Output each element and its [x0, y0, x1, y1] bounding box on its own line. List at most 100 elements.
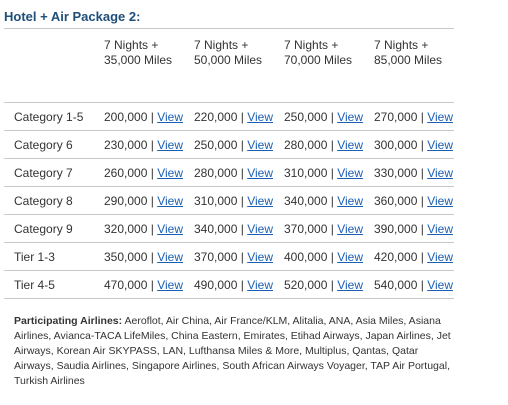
miles-cell: 200,000 | View	[94, 103, 184, 131]
miles-value: 330,000	[374, 165, 418, 180]
view-link[interactable]: View	[247, 165, 273, 180]
miles-cell: 370,000 | View	[184, 243, 274, 271]
column-header: 7 Nights +50,000 Miles	[194, 38, 263, 67]
miles-cell: 290,000 | View	[94, 187, 184, 215]
miles-cell: 400,000 | View	[274, 243, 364, 271]
miles-value: 200,000	[104, 109, 148, 124]
miles-value: 230,000	[104, 137, 148, 152]
view-link[interactable]: View	[337, 193, 363, 208]
page-title: Hotel + Air Package 2:	[4, 9, 141, 24]
separator: |	[240, 109, 244, 124]
miles-cell: 490,000 | View	[184, 271, 274, 299]
miles-cell: 250,000 | View	[274, 103, 364, 131]
airlines-label: Participating Airlines:	[14, 315, 123, 327]
separator: |	[150, 137, 154, 152]
miles-cell: 300,000 | View	[364, 131, 454, 159]
row-label: Category 8	[14, 193, 73, 208]
miles-cell: 250,000 | View	[184, 131, 274, 159]
miles-value: 400,000	[284, 249, 328, 264]
table-row: Category 6 230,000 | View 250,000 | View 28…	[4, 130, 454, 159]
row-label: Category 1-5	[14, 109, 84, 124]
separator: |	[150, 277, 154, 292]
view-link[interactable]: View	[337, 137, 363, 152]
view-link[interactable]: View	[157, 193, 183, 208]
view-link[interactable]: View	[427, 249, 453, 264]
miles-value: 390,000	[374, 221, 418, 236]
separator: |	[330, 137, 334, 152]
view-link[interactable]: View	[157, 109, 183, 124]
miles-cell: 340,000 | View	[184, 215, 274, 243]
row-label: Category 6	[14, 137, 73, 152]
miles-cell: 280,000 | View	[274, 131, 364, 159]
view-link[interactable]: View	[337, 109, 363, 124]
separator: |	[330, 193, 334, 208]
row-label: Tier 1-3	[14, 249, 55, 264]
separator: |	[330, 165, 334, 180]
view-link[interactable]: View	[157, 249, 183, 264]
miles-value: 250,000	[284, 109, 328, 124]
view-link[interactable]: View	[427, 277, 453, 292]
view-link[interactable]: View	[337, 221, 363, 236]
table-row: Category 7 260,000 | View 280,000 | View 31…	[4, 158, 454, 187]
table-row: Category 1-5 200,000 | View 220,000 | View…	[4, 102, 454, 131]
view-link[interactable]: View	[337, 165, 363, 180]
miles-cell: 310,000 | View	[274, 159, 364, 187]
view-link[interactable]: View	[247, 221, 273, 236]
separator: |	[330, 277, 334, 292]
view-link[interactable]: View	[427, 165, 453, 180]
view-link[interactable]: View	[157, 137, 183, 152]
miles-value: 340,000	[194, 221, 238, 236]
separator: |	[150, 193, 154, 208]
separator: |	[420, 165, 424, 180]
separator: |	[240, 137, 244, 152]
miles-value: 540,000	[374, 277, 418, 292]
miles-value: 310,000	[284, 165, 328, 180]
miles-cell: 470,000 | View	[94, 271, 184, 299]
view-link[interactable]: View	[427, 193, 453, 208]
separator: |	[420, 249, 424, 264]
package-table: 7 Nights +35,000 Miles 7 Nights +50,000 …	[4, 28, 454, 299]
miles-cell: 220,000 | View	[184, 103, 274, 131]
view-link[interactable]: View	[427, 221, 453, 236]
separator: |	[240, 277, 244, 292]
separator: |	[330, 221, 334, 236]
table-body: Category 1-5 200,000 | View 220,000 | View…	[4, 102, 454, 299]
view-link[interactable]: View	[247, 249, 273, 264]
view-link[interactable]: View	[157, 165, 183, 180]
table-row: Tier 1-3 350,000 | View 370,000 | View 400,…	[4, 242, 454, 271]
view-link[interactable]: View	[157, 221, 183, 236]
row-label: Category 9	[14, 221, 73, 236]
table-row: Tier 4-5 470,000 | View 490,000 | View 520,…	[4, 270, 454, 299]
miles-value: 280,000	[284, 137, 328, 152]
miles-value: 280,000	[194, 165, 238, 180]
view-link[interactable]: View	[247, 137, 273, 152]
miles-value: 340,000	[284, 193, 328, 208]
miles-value: 470,000	[104, 277, 148, 292]
column-header: 7 Nights +85,000 Miles	[374, 38, 443, 67]
view-link[interactable]: View	[247, 277, 273, 292]
view-link[interactable]: View	[157, 277, 183, 292]
separator: |	[420, 109, 424, 124]
header-empty-cell	[4, 29, 94, 103]
view-link[interactable]: View	[427, 109, 453, 124]
miles-cell: 270,000 | View	[364, 103, 454, 131]
miles-value: 220,000	[194, 109, 238, 124]
separator: |	[240, 221, 244, 236]
separator: |	[330, 249, 334, 264]
miles-value: 370,000	[284, 221, 328, 236]
column-header: 7 Nights +70,000 Miles	[284, 38, 353, 67]
view-link[interactable]: View	[337, 249, 363, 264]
miles-cell: 320,000 | View	[94, 215, 184, 243]
miles-value: 250,000	[194, 137, 238, 152]
miles-cell: 330,000 | View	[364, 159, 454, 187]
separator: |	[420, 137, 424, 152]
separator: |	[150, 221, 154, 236]
view-link[interactable]: View	[427, 137, 453, 152]
view-link[interactable]: View	[247, 109, 273, 124]
miles-cell: 260,000 | View	[94, 159, 184, 187]
view-link[interactable]: View	[337, 277, 363, 292]
miles-value: 370,000	[194, 249, 238, 264]
airlines-list: Aeroflot, Air China, Air France/KLM, Ali…	[14, 315, 451, 387]
view-link[interactable]: View	[247, 193, 273, 208]
miles-cell: 540,000 | View	[364, 271, 454, 299]
